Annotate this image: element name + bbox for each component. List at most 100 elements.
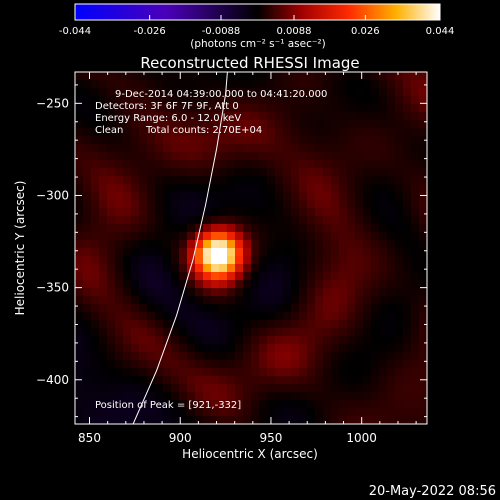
heatmap-cell — [179, 128, 188, 137]
heatmap-cell — [123, 360, 132, 369]
heatmap-cell — [131, 304, 140, 313]
heatmap-cell — [83, 216, 92, 225]
heatmap-cell — [259, 232, 268, 241]
heatmap-cell — [403, 200, 412, 209]
heatmap-cell — [115, 200, 124, 209]
heatmap-cell — [291, 144, 300, 153]
heatmap-cell — [251, 392, 260, 401]
heatmap-cell — [323, 208, 332, 217]
heatmap-cell — [283, 272, 292, 281]
heatmap-cell — [187, 336, 196, 345]
heatmap-cell — [419, 288, 427, 297]
heatmap-cell — [147, 224, 156, 233]
heatmap-cell — [211, 72, 220, 81]
heatmap-cell — [123, 72, 132, 81]
heatmap-cell — [339, 152, 348, 161]
heatmap-cell — [299, 384, 308, 393]
heatmap-cell — [107, 216, 116, 225]
heatmap-cell — [419, 344, 427, 353]
heatmap-cell — [411, 96, 420, 105]
heatmap-cell — [395, 256, 404, 265]
heatmap-cell — [155, 400, 164, 409]
heatmap-cell — [83, 144, 92, 153]
heatmap-cell — [419, 384, 427, 393]
heatmap-cell — [187, 128, 196, 137]
heatmap-cell — [163, 312, 172, 321]
heatmap-cell — [331, 304, 340, 313]
heatmap-cell — [131, 240, 140, 249]
heatmap-cell — [123, 136, 132, 145]
heatmap-cell — [395, 96, 404, 105]
heatmap-cell — [235, 352, 244, 361]
heatmap-cell — [283, 168, 292, 177]
heatmap-cell — [419, 400, 427, 409]
heatmap-cell — [299, 280, 308, 289]
heatmap-cell — [307, 232, 316, 241]
heatmap-cell — [91, 160, 100, 169]
heatmap-cell — [131, 144, 140, 153]
heatmap-cell — [227, 352, 236, 361]
heatmap-cell — [291, 336, 300, 345]
heatmap-cell — [363, 200, 372, 209]
heatmap-cell — [155, 160, 164, 169]
heatmap-cell — [251, 72, 260, 81]
heatmap-cell — [371, 152, 380, 161]
heatmap-cell — [323, 152, 332, 161]
heatmap-cell — [347, 272, 356, 281]
heatmap-cell — [99, 208, 108, 217]
heatmap-cell — [187, 328, 196, 337]
axis-ticks — [75, 72, 427, 424]
heatmap-cell — [171, 288, 180, 297]
heatmap-cell — [307, 376, 316, 385]
heatmap-cell — [75, 248, 84, 257]
heatmap-cell — [387, 136, 396, 145]
heatmap-cell — [419, 144, 427, 153]
heatmap-cell — [211, 208, 220, 217]
heatmap-cell — [419, 304, 427, 313]
heatmap-cell — [99, 280, 108, 289]
heatmap-cell — [331, 128, 340, 137]
x-tick-label: 1000 — [346, 431, 377, 445]
heatmap-cell — [259, 392, 268, 401]
heatmap-cell — [379, 96, 388, 105]
heatmap-cell — [411, 176, 420, 185]
heatmap-cell — [195, 376, 204, 385]
heatmap-cell — [195, 368, 204, 377]
heatmap-cell — [131, 120, 140, 129]
heatmap-cell — [75, 128, 84, 137]
heatmap-cell — [187, 240, 196, 249]
heatmap-cell — [195, 416, 204, 424]
heatmap-cell — [339, 416, 348, 424]
heatmap-cell — [259, 408, 268, 417]
heatmap-cell — [131, 96, 140, 105]
heatmap-cell — [211, 256, 220, 265]
heatmap-cell — [315, 256, 324, 265]
heatmap-cell — [131, 352, 140, 361]
heatmap-cell — [83, 72, 92, 81]
heatmap-cell — [323, 224, 332, 233]
heatmap-cell — [379, 288, 388, 297]
heatmap-cell — [387, 416, 396, 424]
heatmap-cell — [307, 256, 316, 265]
heatmap-cell — [363, 192, 372, 201]
heatmap-cell — [339, 336, 348, 345]
heatmap-cell — [91, 360, 100, 369]
heatmap-cell — [307, 144, 316, 153]
heatmap-cell — [155, 208, 164, 217]
heatmap-cell — [147, 168, 156, 177]
heatmap-cell — [211, 168, 220, 177]
heatmap-cell — [171, 336, 180, 345]
heatmap-cell — [419, 224, 427, 233]
heatmap-cell — [307, 152, 316, 161]
heatmap-cell — [195, 96, 204, 105]
heatmap-cell — [379, 384, 388, 393]
heatmap-cell — [139, 240, 148, 249]
heatmap-cell — [219, 328, 228, 337]
heatmap-cell — [243, 328, 252, 337]
heatmap-cell — [299, 272, 308, 281]
heatmap-cell — [371, 120, 380, 129]
heatmap-cell — [395, 104, 404, 113]
heatmap-cell — [259, 104, 268, 113]
heatmap-cell — [83, 384, 92, 393]
heatmap-cell — [203, 312, 212, 321]
